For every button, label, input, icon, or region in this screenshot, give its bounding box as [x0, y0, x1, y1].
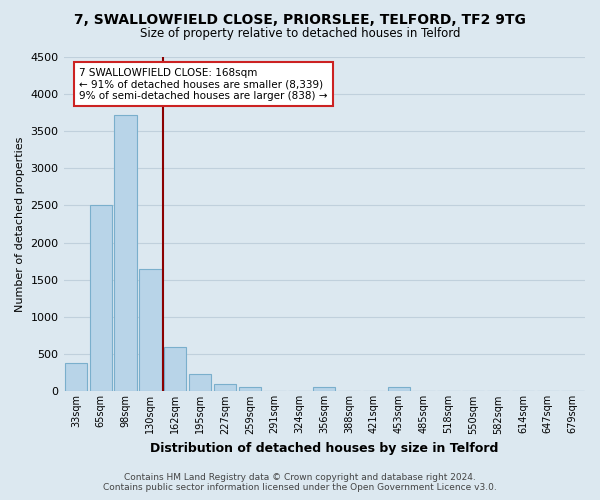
- Text: Size of property relative to detached houses in Telford: Size of property relative to detached ho…: [140, 28, 460, 40]
- Bar: [313, 388, 335, 392]
- Bar: [388, 388, 410, 392]
- Bar: [89, 206, 112, 392]
- Text: Contains HM Land Registry data © Crown copyright and database right 2024.
Contai: Contains HM Land Registry data © Crown c…: [103, 473, 497, 492]
- Bar: [214, 384, 236, 392]
- Bar: [164, 348, 187, 392]
- Bar: [189, 374, 211, 392]
- Bar: [239, 388, 261, 392]
- Text: 7, SWALLOWFIELD CLOSE, PRIORSLEE, TELFORD, TF2 9TG: 7, SWALLOWFIELD CLOSE, PRIORSLEE, TELFOR…: [74, 12, 526, 26]
- Bar: [65, 363, 87, 392]
- X-axis label: Distribution of detached houses by size in Telford: Distribution of detached houses by size …: [150, 442, 499, 455]
- Bar: [115, 114, 137, 392]
- Y-axis label: Number of detached properties: Number of detached properties: [15, 136, 25, 312]
- Text: 7 SWALLOWFIELD CLOSE: 168sqm
← 91% of detached houses are smaller (8,339)
9% of : 7 SWALLOWFIELD CLOSE: 168sqm ← 91% of de…: [79, 68, 328, 101]
- Bar: [139, 270, 161, 392]
